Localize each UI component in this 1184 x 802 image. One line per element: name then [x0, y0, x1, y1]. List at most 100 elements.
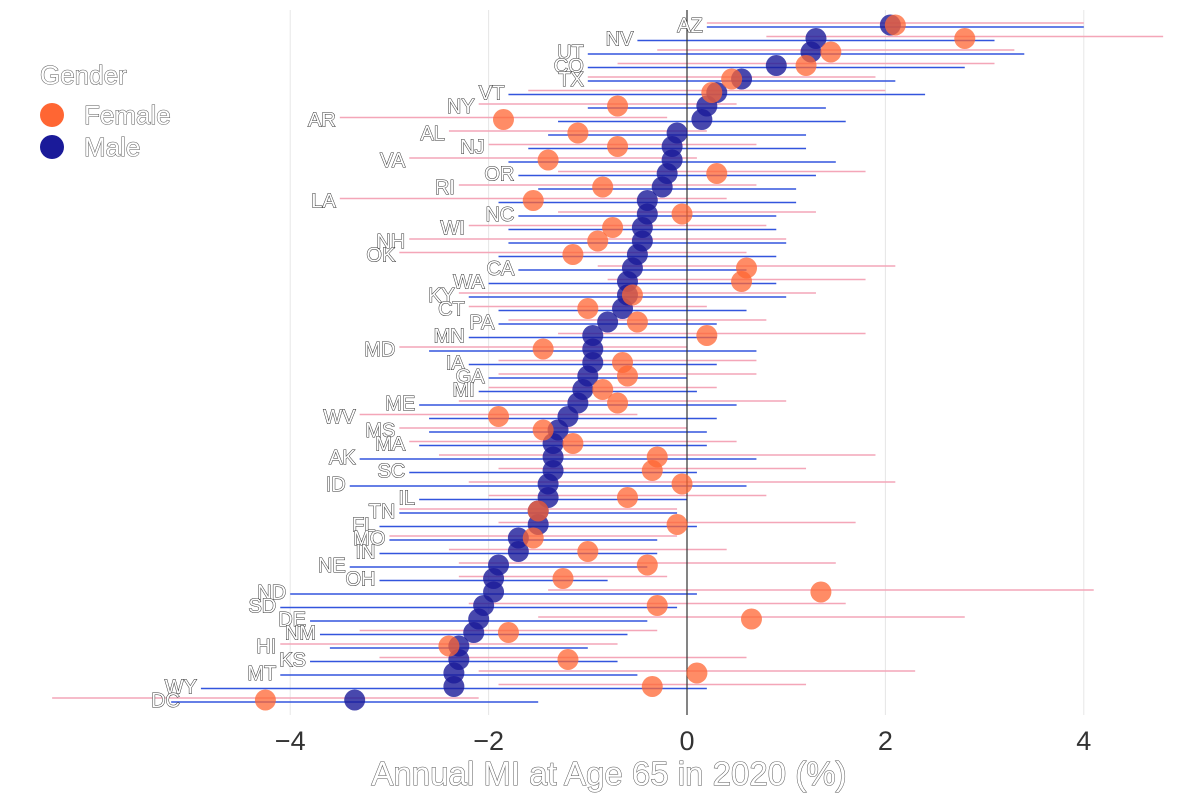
female-point-mn [696, 325, 718, 346]
state-label-de: DE [278, 609, 306, 631]
state-label-ar: AR [308, 110, 336, 132]
female-point-co [795, 55, 817, 76]
female-point-wv [488, 406, 510, 427]
data-points [254, 14, 976, 711]
female-point-az [884, 14, 906, 36]
legend-title: Gender [40, 60, 128, 91]
female-point-in [577, 541, 599, 562]
female-point-wa [731, 271, 753, 292]
state-label-tx: TX [558, 69, 584, 91]
male-marker-icon [40, 135, 64, 159]
female-point-mt [686, 662, 708, 684]
legend-label-female: Female [84, 99, 172, 130]
female-point-pa [626, 311, 648, 333]
state-label-ut: UT [557, 42, 584, 64]
state-label-vt: VT [479, 83, 505, 105]
male-point-in [507, 541, 529, 562]
female-point-md [532, 338, 554, 360]
legend-label-male: Male [83, 131, 141, 162]
state-label-ms: MS [365, 420, 395, 442]
male-point-co [765, 55, 787, 76]
state-label-md: MD [364, 339, 395, 361]
state-label-ks: KS [279, 650, 306, 672]
x-tick-label: 0 [679, 726, 694, 756]
state-label-dc: DC [151, 690, 180, 712]
female-point-nv [954, 28, 976, 49]
female-point-nd [810, 581, 832, 603]
x-tick-label: −4 [275, 726, 306, 756]
x-tick-label: −2 [473, 726, 504, 756]
female-point-vt [701, 82, 723, 103]
female-marker-icon [40, 103, 64, 127]
state-label-az: AZ [677, 15, 703, 37]
female-point-tx [721, 68, 743, 90]
female-point-de [740, 608, 762, 630]
female-point-dc [254, 689, 276, 711]
state-label-mt: MT [247, 663, 276, 685]
state-label-ga: GA [456, 366, 486, 388]
female-point-ky [621, 284, 643, 306]
female-point-ut [820, 41, 842, 63]
female-point-ri [592, 176, 614, 198]
female-point-wy [641, 676, 663, 697]
state-label-mo: MO [353, 528, 385, 550]
state-label-ca: CA [487, 258, 515, 280]
male-point-ri [651, 176, 673, 198]
female-point-oh [552, 568, 574, 589]
state-label-sc: SC [377, 461, 405, 483]
female-point-ok [562, 244, 584, 265]
state-label-id: ID [326, 474, 346, 496]
state-label-nv: NV [606, 29, 634, 51]
state-label-ct: CT [438, 299, 465, 321]
female-point-tn [527, 500, 549, 522]
state-label-oh: OH [345, 569, 375, 591]
x-axis-title: Annual MI at Age 65 in 2020 (%) [371, 755, 846, 792]
female-point-ct [577, 298, 599, 319]
female-point-sc [641, 460, 663, 481]
female-point-hi [438, 635, 460, 657]
state-label-in: IN [355, 542, 375, 564]
state-label-nm: NM [285, 623, 316, 645]
female-point-id [671, 473, 693, 495]
female-point-ne [636, 554, 658, 576]
state-label-ky: KY [428, 285, 455, 307]
state-label-va: VA [380, 150, 406, 172]
female-point-fl [666, 514, 688, 535]
male-point-nm [463, 622, 485, 643]
female-point-or [706, 163, 728, 184]
state-label-ia: IA [446, 353, 466, 375]
state-label-tn: TN [369, 501, 396, 523]
state-label-pa: PA [469, 312, 495, 334]
state-label-wy: WY [165, 677, 197, 699]
female-point-il [616, 487, 638, 508]
state-label-ok: OK [366, 245, 396, 267]
state-label-hi: HI [256, 636, 276, 658]
female-point-al [567, 122, 589, 144]
male-point-dc [344, 689, 366, 711]
state-label-ny: NY [447, 96, 475, 118]
state-label-mi: MI [452, 380, 474, 402]
state-label-nj: NJ [460, 137, 484, 159]
female-point-ny [607, 95, 629, 117]
state-label-ak: AK [329, 447, 356, 469]
state-label-me: ME [385, 393, 415, 415]
state-label-ri: RI [435, 177, 455, 199]
x-axis-ticks: −4 −2 0 2 4 [275, 726, 1092, 756]
state-label-or: OR [484, 164, 514, 186]
state-label-ma: MA [375, 434, 406, 456]
state-label-wa: WA [453, 272, 485, 294]
female-point-la [522, 190, 544, 211]
x-tick-label: 2 [878, 726, 893, 756]
state-label-co: CO [554, 56, 584, 78]
state-label-nc: NC [485, 204, 514, 226]
female-point-mi [592, 379, 614, 400]
male-point-pa [597, 311, 619, 333]
state-label-ne: NE [318, 555, 346, 577]
legend-item-male: Male [40, 131, 171, 163]
state-label-fl: FL [352, 515, 375, 537]
state-label-il: IL [398, 488, 415, 510]
female-point-nh [587, 230, 609, 252]
state-label-nd: ND [257, 582, 286, 604]
